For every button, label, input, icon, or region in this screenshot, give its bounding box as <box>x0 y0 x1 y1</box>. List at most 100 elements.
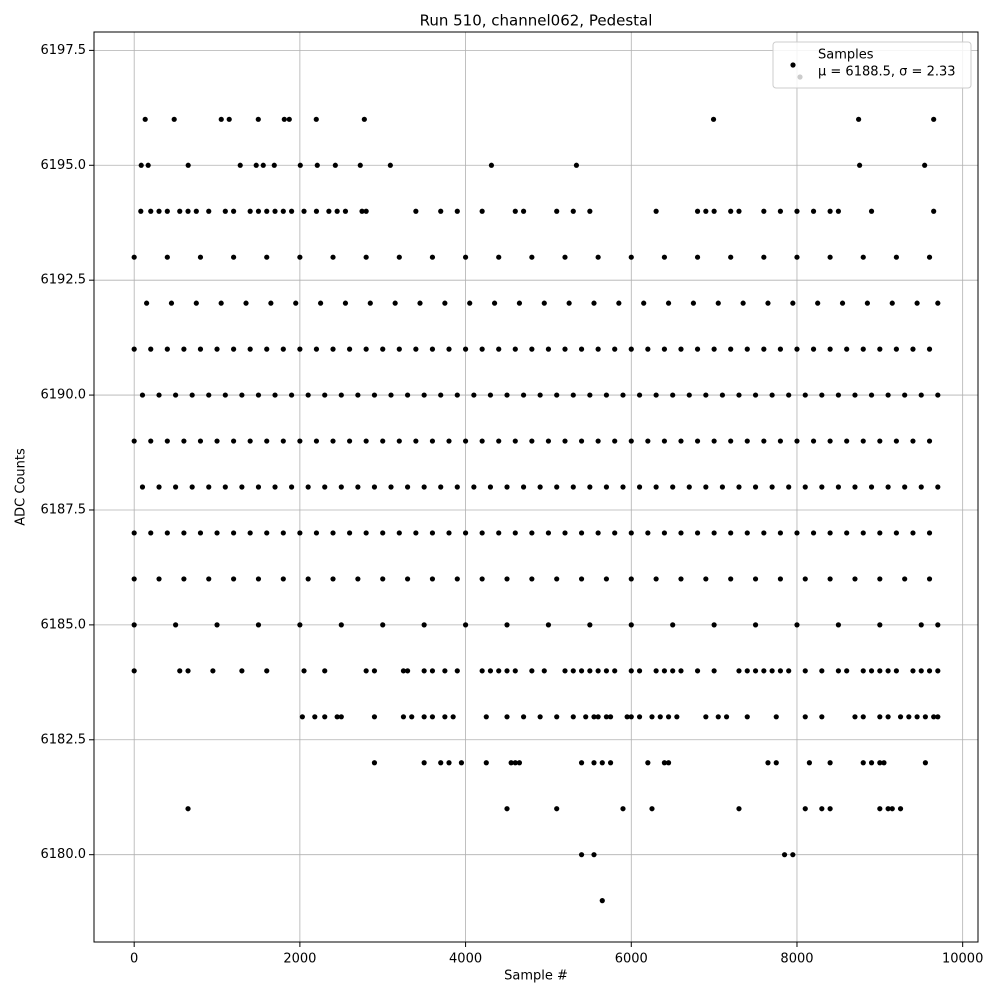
data-point <box>421 622 427 628</box>
data-point <box>819 484 825 490</box>
data-point <box>810 438 817 444</box>
data-point <box>462 254 469 260</box>
data-point <box>591 300 597 306</box>
data-point <box>591 760 597 766</box>
data-point <box>380 346 386 352</box>
data-point <box>487 668 494 674</box>
data-point <box>264 254 270 260</box>
data-point <box>156 208 162 214</box>
data-point <box>388 392 394 398</box>
data-point <box>454 576 460 582</box>
data-point <box>330 254 336 260</box>
data-point <box>773 760 779 766</box>
data-point <box>852 576 858 582</box>
data-point <box>322 392 328 398</box>
data-point <box>599 760 605 766</box>
data-point <box>678 576 684 582</box>
data-point <box>752 622 759 628</box>
data-point <box>288 484 295 490</box>
data-point <box>255 116 261 122</box>
data-point <box>868 208 875 214</box>
data-point <box>504 806 510 812</box>
data-point <box>338 484 344 490</box>
data-point <box>860 714 866 720</box>
data-point <box>218 300 224 306</box>
data-point <box>624 714 630 720</box>
legend-marker <box>797 74 803 80</box>
data-point <box>471 484 477 490</box>
data-point <box>893 346 899 352</box>
data-point <box>413 208 419 214</box>
data-point <box>926 668 933 674</box>
data-point <box>678 438 684 444</box>
data-point <box>338 622 344 628</box>
data-point <box>761 346 767 352</box>
data-point <box>711 346 717 352</box>
data-point <box>496 668 502 674</box>
data-point <box>815 300 821 306</box>
data-point <box>247 208 253 214</box>
data-point <box>645 530 651 536</box>
data-point <box>446 346 452 352</box>
data-point <box>305 392 311 398</box>
data-point <box>293 300 299 306</box>
data-point <box>893 254 899 260</box>
data-point <box>607 714 614 720</box>
data-point <box>802 806 808 812</box>
data-point <box>471 392 477 398</box>
data-point <box>794 530 800 536</box>
data-point <box>218 116 224 122</box>
data-point <box>429 346 436 352</box>
data-point <box>935 622 941 628</box>
data-point <box>612 668 618 674</box>
data-point <box>231 530 237 536</box>
data-point <box>214 346 220 352</box>
data-point <box>914 300 920 306</box>
data-point <box>620 392 626 398</box>
data-point <box>197 530 204 536</box>
data-point <box>332 162 338 168</box>
data-point <box>740 300 746 306</box>
data-point <box>193 208 199 214</box>
data-point <box>264 208 270 214</box>
data-point <box>728 208 734 214</box>
data-point <box>330 346 336 352</box>
data-point <box>931 714 937 720</box>
data-point <box>806 760 813 766</box>
data-point <box>442 714 448 720</box>
data-point <box>214 622 220 628</box>
data-point <box>744 346 750 352</box>
data-point <box>404 392 411 398</box>
data-point <box>777 576 784 582</box>
data-point <box>926 438 933 444</box>
data-point <box>935 300 941 306</box>
data-point <box>359 208 365 214</box>
data-point <box>827 806 833 812</box>
data-point <box>438 392 444 398</box>
data-point <box>334 714 340 720</box>
data-point <box>380 438 386 444</box>
data-point <box>761 438 767 444</box>
data-point <box>773 714 779 720</box>
data-point <box>264 346 270 352</box>
data-point <box>570 668 576 674</box>
y-tick-label: 6195.0 <box>41 158 87 173</box>
data-point <box>363 208 369 214</box>
data-point <box>458 760 465 766</box>
data-point <box>479 208 485 214</box>
data-point <box>711 622 717 628</box>
x-tick-label: 10000 <box>942 952 983 967</box>
data-point <box>661 254 668 260</box>
data-point <box>409 714 415 720</box>
data-point <box>636 392 643 398</box>
data-point <box>197 438 204 444</box>
data-point <box>926 254 933 260</box>
data-point <box>777 668 784 674</box>
data-point <box>935 484 941 490</box>
x-axis-label: Sample # <box>504 969 568 984</box>
data-point <box>288 208 295 214</box>
data-point <box>491 300 498 306</box>
data-point <box>819 714 825 720</box>
data-point <box>802 392 808 398</box>
